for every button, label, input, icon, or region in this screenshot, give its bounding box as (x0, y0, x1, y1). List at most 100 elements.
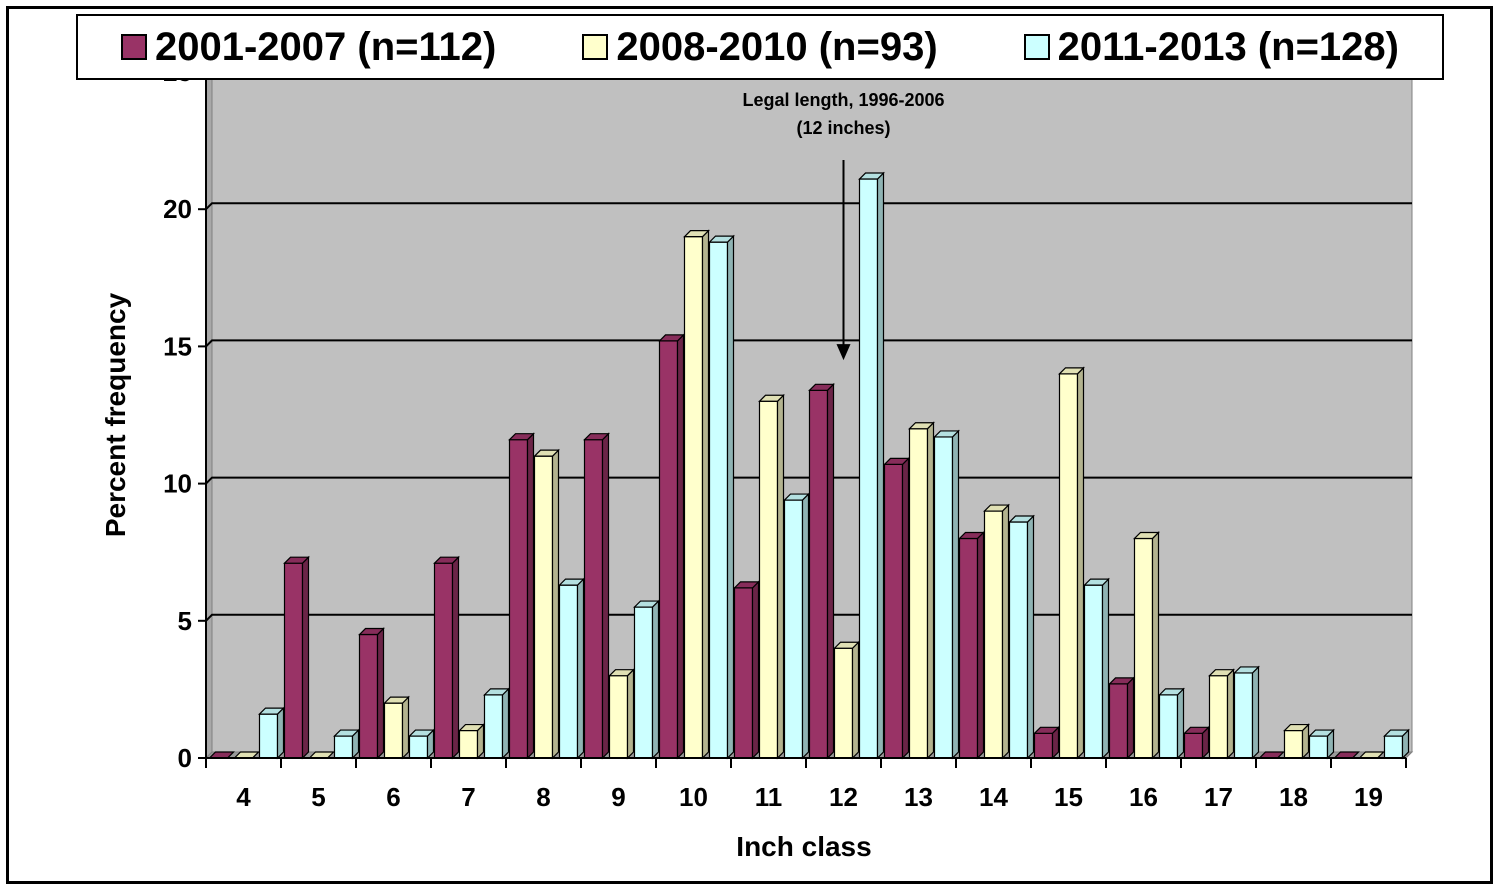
legend-swatch (1023, 34, 1050, 60)
bar-side (776, 393, 785, 760)
bar-side (901, 456, 910, 760)
x-tick-label: 11 (755, 782, 783, 812)
bar-side (576, 577, 585, 760)
x-tick-label: 17 (1204, 782, 1233, 812)
legend-label: 2001-2007 (n=112) (154, 24, 497, 69)
bar (1033, 725, 1060, 760)
bar-top (783, 493, 810, 501)
legend-label: 2008-2010 (n=93) (616, 24, 938, 69)
bar-side (876, 171, 885, 760)
bar-front (1283, 729, 1304, 759)
bar-top (658, 334, 685, 342)
y-tick-label: 5 (178, 606, 192, 636)
bar-front (483, 694, 504, 759)
bar-front (608, 675, 629, 759)
legend-item: 2011-2013 (n=128) (1023, 25, 1399, 70)
bar-front (1383, 735, 1404, 759)
x-tick-label: 16 (1129, 782, 1158, 812)
bar (933, 429, 960, 760)
bar-top (958, 531, 985, 540)
bar-front (1183, 732, 1204, 759)
bar-side (1076, 366, 1085, 760)
x-tick-label: 9 (611, 782, 625, 812)
bar-front (983, 510, 1004, 759)
bar-top (583, 433, 610, 441)
bar-side (626, 668, 635, 760)
bar-side (926, 421, 935, 760)
bar-top (683, 230, 710, 238)
bar-top (733, 581, 760, 589)
bar-top (1233, 666, 1260, 674)
bar (558, 577, 585, 760)
bar-side (701, 229, 710, 760)
bar-side (376, 627, 385, 760)
bar-top (983, 504, 1010, 512)
x-tick-label: 10 (679, 782, 708, 812)
bar-front (458, 729, 479, 759)
bar-top (1283, 723, 1310, 732)
bar (333, 728, 360, 760)
bar (1133, 531, 1160, 760)
bar (533, 448, 560, 760)
x-tick-label: 7 (461, 782, 475, 812)
bar (1383, 728, 1410, 760)
bar-front (1158, 694, 1179, 759)
x-tick-label: 14 (979, 782, 1008, 812)
bar-top (1308, 729, 1335, 737)
bar-front (933, 436, 954, 759)
bar-side (801, 492, 810, 760)
bar-top (908, 422, 935, 430)
bar-top (433, 556, 460, 564)
bar (1058, 366, 1085, 760)
bar-front (1083, 584, 1104, 759)
bar-front (858, 178, 879, 759)
bar-side (1226, 668, 1235, 760)
bar-top (883, 457, 910, 465)
x-tick-label: 5 (311, 782, 325, 812)
bar-top (1033, 726, 1060, 734)
bar-top (408, 729, 435, 737)
y-tick-label: 0 (178, 743, 192, 773)
bar (758, 393, 785, 760)
bar (908, 421, 935, 760)
bar-top (1158, 688, 1185, 696)
annotation-text: (12 inches) (796, 118, 890, 138)
bar (883, 456, 910, 760)
bar (1108, 676, 1135, 760)
bar (1233, 665, 1260, 760)
bar-front (633, 606, 654, 759)
x-tick-label: 18 (1279, 782, 1308, 812)
legend-item: 2008-2010 (n=93) (582, 24, 938, 70)
bar-front (583, 439, 604, 759)
bar (983, 503, 1010, 760)
legend-item: 2001-2007 (n=112) (120, 24, 497, 70)
bar-top (633, 600, 660, 608)
bar-top (858, 172, 885, 180)
bar (658, 333, 685, 760)
bar-side (826, 382, 835, 760)
bar-side (651, 599, 660, 760)
bar (1158, 687, 1185, 760)
bar-top (483, 688, 510, 696)
bar-front (558, 584, 579, 759)
bar-front (508, 439, 529, 759)
bar-front (908, 428, 929, 759)
bar-front (408, 735, 429, 759)
annotation-arrow-head (836, 344, 851, 361)
bar-side (1126, 676, 1135, 760)
bar-front (733, 587, 754, 759)
bar (1308, 728, 1335, 760)
bar-top (933, 430, 960, 438)
bar-top (1058, 367, 1085, 375)
bar-side (601, 432, 610, 760)
bar (608, 668, 635, 760)
bar (433, 555, 460, 760)
x-tick-label: 8 (536, 782, 550, 812)
bar-side (501, 687, 510, 760)
bar-front (333, 735, 354, 759)
bar-top (558, 578, 585, 586)
x-tick-label: 12 (829, 782, 858, 812)
bar-front (1108, 683, 1129, 759)
bar-front (258, 713, 279, 759)
x-tick-label: 13 (904, 782, 933, 812)
